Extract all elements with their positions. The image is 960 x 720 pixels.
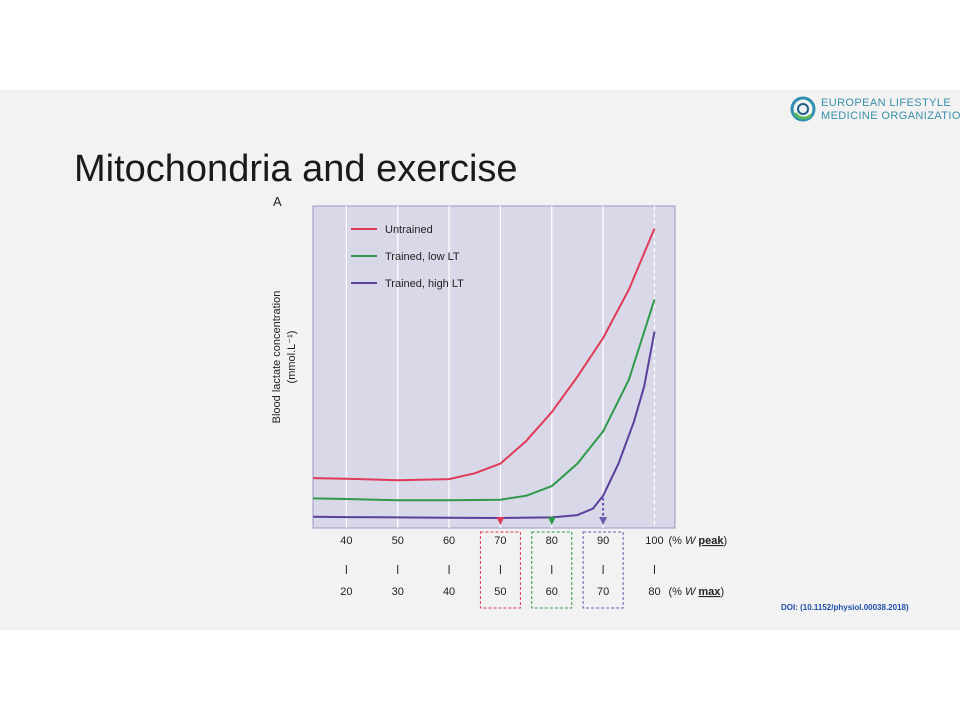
logo-icon bbox=[790, 96, 816, 122]
x-tick-label-max: 40 bbox=[443, 586, 455, 598]
x-tick-label-peak: 90 bbox=[597, 535, 609, 547]
x-tick-label-peak: 40 bbox=[340, 535, 352, 547]
threshold-arrow-head bbox=[496, 517, 505, 525]
x-axis-unit-max: (% W max) bbox=[668, 586, 724, 598]
x-tick-label-peak: 70 bbox=[494, 535, 506, 547]
legend-label: Untrained bbox=[385, 224, 433, 236]
logo-text-line1: EUROPEAN LIFESTYLE bbox=[821, 97, 952, 109]
x-tick-label-max: 70 bbox=[597, 586, 609, 598]
x-tick-label-max: 50 bbox=[494, 586, 506, 598]
plot-area bbox=[312, 205, 676, 529]
logo-text-line2: MEDICINE ORGANIZATION bbox=[821, 110, 960, 122]
panel-label: A bbox=[273, 194, 282, 209]
threshold-arrow-head bbox=[599, 517, 608, 525]
legend-label: Trained, low LT bbox=[385, 251, 460, 263]
threshold-box bbox=[479, 531, 521, 609]
x-axis-unit-peak: (% W peak) bbox=[668, 535, 727, 547]
x-tick-label-max: 60 bbox=[546, 586, 558, 598]
threshold-box bbox=[582, 531, 624, 609]
slide-title: Mitochondria and exercise bbox=[74, 148, 518, 190]
x-tick-label-max: 20 bbox=[340, 586, 352, 598]
x-tick-label-max: 80 bbox=[648, 586, 660, 598]
threshold-box bbox=[531, 531, 573, 609]
legend-label: Trained, high LT bbox=[385, 278, 464, 290]
y-axis-label: Blood lactate concentration bbox=[271, 291, 283, 424]
x-tick-label-max: 30 bbox=[392, 586, 404, 598]
x-tick-label-peak: 50 bbox=[392, 535, 404, 547]
x-tick-label-peak: 80 bbox=[546, 535, 558, 547]
x-tick-label-peak: 60 bbox=[443, 535, 455, 547]
series-line bbox=[312, 331, 656, 519]
organization-logo: EUROPEAN LIFESTYLE MEDICINE ORGANIZATION bbox=[789, 93, 960, 127]
y-axis-label: (mmol.L⁻¹) bbox=[286, 331, 298, 384]
series-line bbox=[312, 299, 656, 502]
x-tick-label-peak: 100 bbox=[645, 535, 663, 547]
lactate-chart: Untrained Trained, low LT Trained, high LT… bbox=[271, 205, 727, 609]
doi-reference: DOI: (10.1152/physiol.00038.2018) bbox=[781, 603, 909, 612]
threshold-arrow-head bbox=[547, 517, 556, 525]
series-line bbox=[312, 228, 656, 482]
